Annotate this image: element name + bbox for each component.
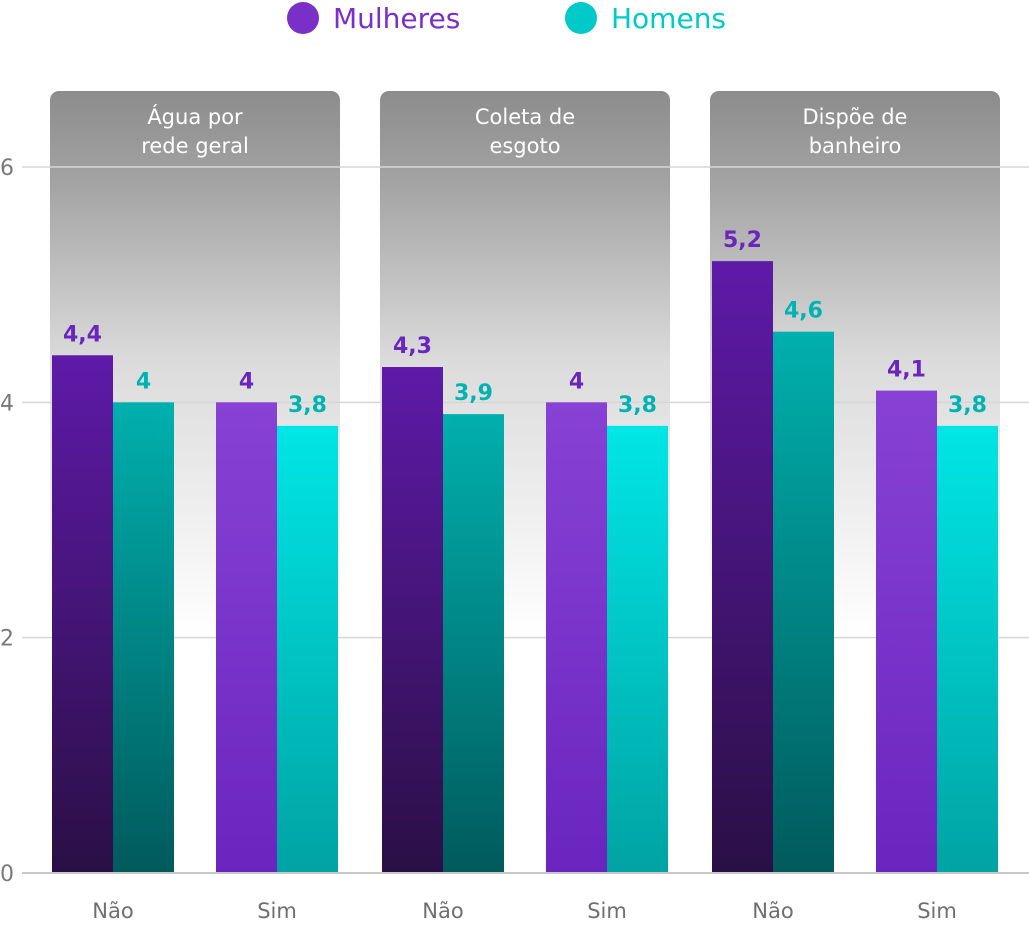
bar-homens-5 [773,331,834,873]
legend-swatch-mulheres [287,2,319,34]
legend-swatch-homens [565,2,597,34]
bar-homens-3 [443,414,504,873]
category-label-6: Sim [917,899,957,923]
panel-title-3-line-1: Dispõe de [803,105,908,129]
legend: Mulheres Homens [287,2,726,35]
bar-mulheres-1 [52,355,113,873]
panel-title-1-line-2: rede geral [141,134,249,158]
data-label-mulheres-2: 4 [239,369,254,394]
legend-label-mulheres: Mulheres [333,2,460,35]
data-label-homens-3: 3,9 [454,381,493,406]
category-label-5: Não [752,899,793,923]
bar-mulheres-6 [876,390,937,873]
data-labels: 4,4 4 4 3,8 4,3 3,9 4 3,8 5,2 4,6 4,1 3,8 [63,228,987,418]
category-label-3: Não [422,899,463,923]
data-label-mulheres-6: 4,1 [887,358,926,383]
bars [52,261,998,874]
panel-title-2-line-2: esgoto [489,134,560,158]
data-label-mulheres-1: 4,4 [63,322,102,347]
data-label-homens-5: 4,6 [784,299,823,324]
bar-homens-1 [113,402,174,873]
panel-title-1-line-1: Água por [147,104,243,129]
data-label-mulheres-5: 5,2 [723,228,762,253]
bar-mulheres-2 [216,402,277,873]
data-label-mulheres-4: 4 [569,369,584,394]
bar-homens-2 [277,425,338,873]
y-tick-label: 0 [0,862,14,887]
data-label-homens-4: 3,8 [618,393,657,418]
y-tick-label: 4 [0,391,14,416]
panel-titles: Água por rede geral Coleta de esgoto Dispõe … [141,104,907,158]
bar-homens-4 [607,425,668,873]
data-label-mulheres-3: 4,3 [393,334,432,359]
bar-mulheres-4 [546,402,607,873]
panel-title-2-line-1: Coleta de [475,105,575,129]
y-tick-label: 2 [0,627,14,652]
data-label-homens-6: 3,8 [948,393,987,418]
panel-title-3-line-2: banheiro [809,134,902,158]
category-label-2: Sim [257,899,297,923]
legend-label-homens: Homens [611,2,726,35]
data-label-homens-2: 3,8 [288,393,327,418]
bar-homens-6 [937,425,998,873]
panel-backgrounds [50,91,1000,873]
data-label-homens-1: 4 [136,369,151,394]
y-tick-label: 6 [0,156,14,181]
bar-mulheres-5 [712,261,773,874]
gridlines: 0 2 4 6 [0,156,1029,887]
category-label-4: Sim [587,899,627,923]
category-label-1: Não [92,899,133,923]
category-labels: Não Sim Não Sim Não Sim [92,899,957,923]
bar-mulheres-3 [382,367,443,873]
